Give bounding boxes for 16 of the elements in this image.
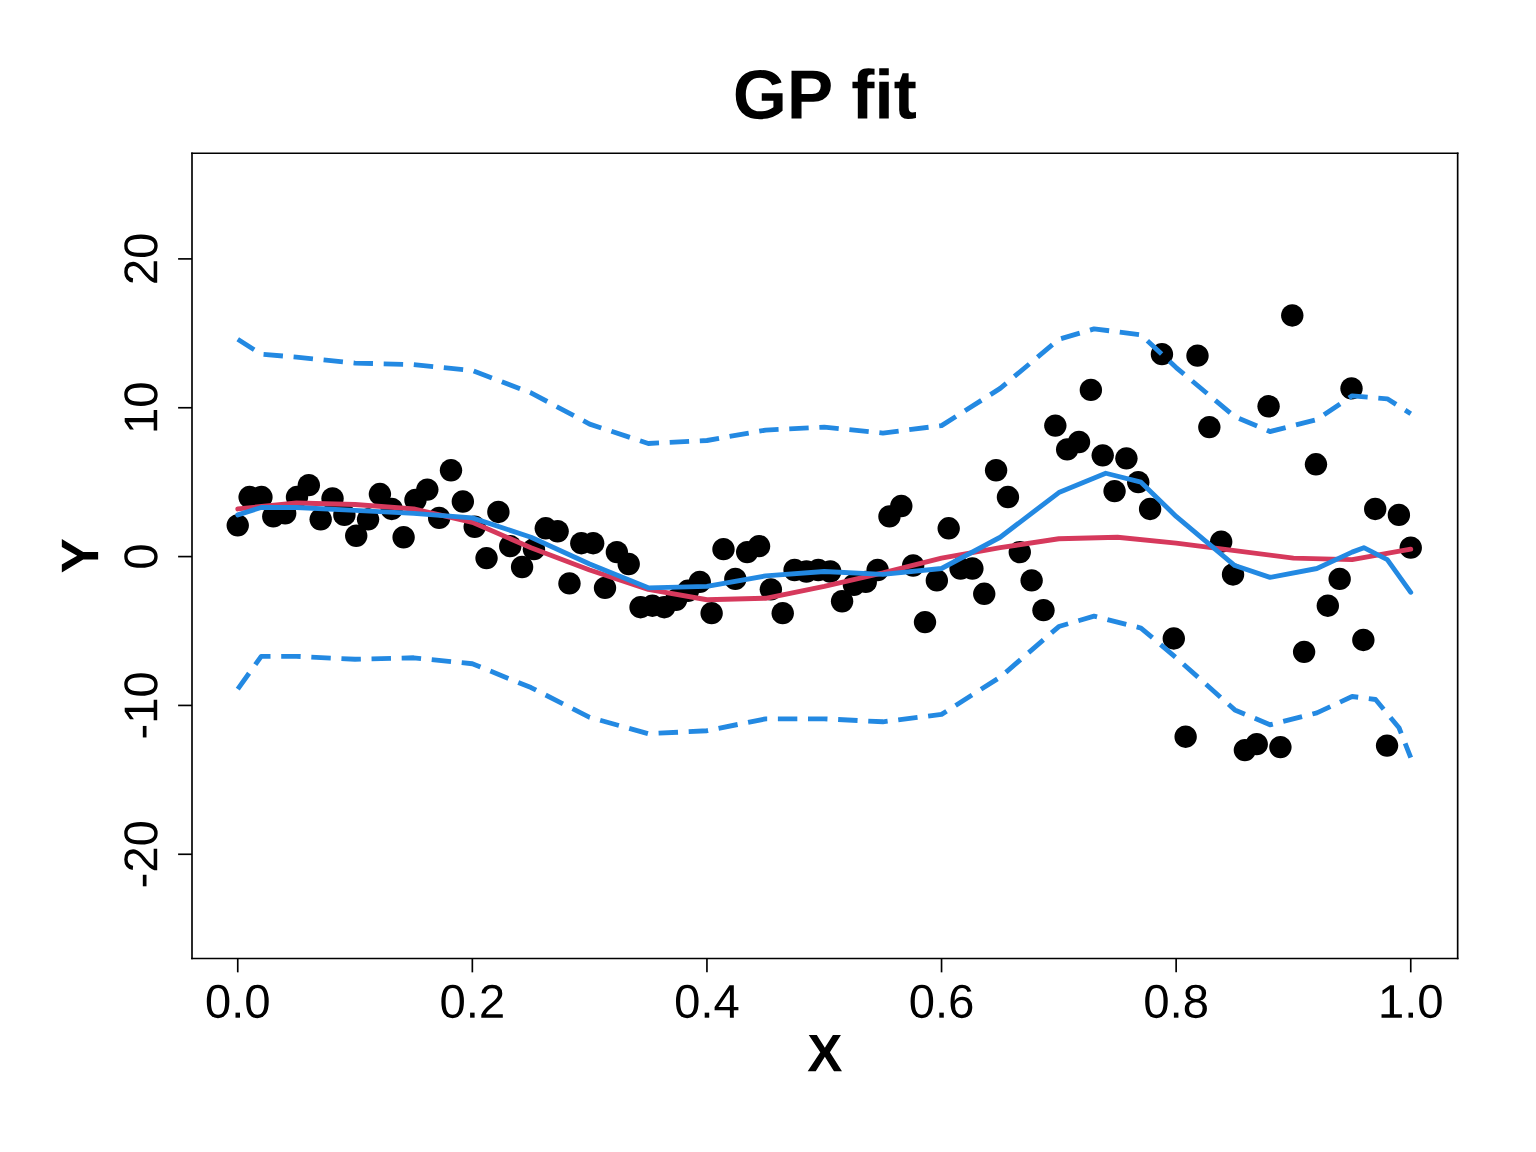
y-tick-label: 10: [124, 383, 158, 431]
line-series: [235, 326, 1414, 446]
x-tick-label: 0.2: [441, 984, 503, 1019]
chart-title: GP fit: [735, 68, 916, 120]
line-series: [235, 613, 1414, 760]
y-tick-label: 0: [124, 545, 158, 568]
y-tick-label: -20: [124, 821, 158, 887]
y-tick-label: -10: [124, 673, 158, 738]
x-tick-label: 1.0: [1381, 984, 1442, 1019]
x-tick-label: 0.4: [675, 984, 739, 1019]
x-tick-label: 0.6: [910, 984, 973, 1019]
y-axis-title: Y: [61, 539, 99, 573]
x-tick-label: 0.0: [206, 984, 269, 1019]
x-tick-label: 0.8: [1145, 984, 1207, 1019]
x-axis-title: X: [807, 1034, 842, 1072]
y-tick-label: 20: [124, 234, 158, 283]
